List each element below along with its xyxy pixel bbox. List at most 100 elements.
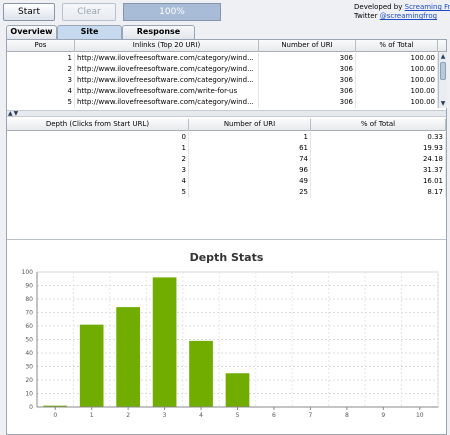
uri-cell: http://www.ilovefreesoftware.com/categor… <box>75 64 259 75</box>
depth-stats-chart: 0 10 20 30 40 50 60 70 80 90 100 0 1 2 3 4 5 6 7 8 9 10 <box>22 269 439 419</box>
count-cell: 25 <box>189 187 311 198</box>
count-cell: 306 <box>259 64 356 75</box>
column-header-number-of-uri[interactable]: Number of URI <box>189 119 311 131</box>
uri-cell: http://www.ilovefreesoftware.com/write-f… <box>75 86 259 97</box>
percent-cell: 100.00 <box>356 75 438 86</box>
scroll-up-arrow-icon[interactable]: ▲ <box>440 53 446 60</box>
count-cell: 1 <box>189 132 311 143</box>
pos-cell: 3 <box>7 75 75 86</box>
y-tick-label: 100 <box>22 269 34 276</box>
depth-table: Depth (Clicks from Start URL) Number of … <box>7 119 446 237</box>
bar <box>43 405 68 407</box>
tab-site-structure[interactable]: Site Structure <box>57 25 122 48</box>
y-tick-label: 80 <box>25 296 33 303</box>
column-header-percent-total[interactable]: % of Total <box>356 40 438 52</box>
x-tick-label: 2 <box>126 412 130 419</box>
y-tick-label: 60 <box>25 323 33 330</box>
count-cell: 306 <box>259 75 356 86</box>
y-tick-label: 20 <box>25 377 33 384</box>
inlinks-scrollbar[interactable]: ▲ ▼ <box>438 52 447 108</box>
count-cell: 49 <box>189 176 311 187</box>
table-row[interactable]: 5 http://www.ilovefreesoftware.com/categ… <box>7 97 446 108</box>
scroll-down-arrow-icon[interactable]: ▼ <box>440 100 446 107</box>
inlinks-table: Pos Inlinks (Top 20 URI) Number of URI %… <box>7 40 447 110</box>
developed-by-text: Developed by <box>354 3 403 11</box>
depth-cell: 2 <box>7 154 189 165</box>
y-tick-label: 10 <box>25 391 33 398</box>
percent-cell: 100.00 <box>356 64 438 75</box>
table-row[interactable]: 4 http://www.ilovefreesoftware.com/write… <box>7 86 446 97</box>
depth-cell: 3 <box>7 165 189 176</box>
toolbar: Start Clear 100% Developed by Screaming … <box>0 0 450 24</box>
site-structure-panel: Pos Inlinks (Top 20 URI) Number of URI %… <box>6 39 447 435</box>
x-tick-label: 9 <box>381 412 385 419</box>
depth-cell: 1 <box>7 143 189 154</box>
count-cell: 306 <box>259 86 356 97</box>
pos-cell: 4 <box>7 86 75 97</box>
table-row[interactable]: 2 74 24.18 <box>7 154 446 165</box>
percent-cell: 16.01 <box>311 176 446 187</box>
twitter-text: Twitter <box>354 12 378 20</box>
pos-cell: 2 <box>7 64 75 75</box>
count-cell: 74 <box>189 154 311 165</box>
x-tick-label: 5 <box>236 412 240 419</box>
column-header-depth[interactable]: Depth (Clicks from Start URL) <box>7 119 189 131</box>
pos-cell: 5 <box>7 97 75 108</box>
percent-cell: 24.18 <box>311 154 446 165</box>
chart-title: Depth Stats <box>189 251 264 264</box>
bar <box>116 307 140 407</box>
x-tick-label: 3 <box>163 412 167 419</box>
count-cell: 61 <box>189 143 311 154</box>
twitter-link[interactable]: @screamingfrog <box>379 12 438 20</box>
count-cell: 306 <box>259 97 356 108</box>
splitter[interactable]: ▲▼ <box>7 110 446 117</box>
percent-cell: 8.17 <box>311 187 446 198</box>
percent-cell: 100.00 <box>356 53 438 64</box>
x-tick-label: 10 <box>416 412 424 419</box>
percent-cell: 100.00 <box>356 86 438 97</box>
tab-bar: Overview Site Structure Response Times <box>3 25 447 48</box>
progress-bar: 100% <box>123 3 221 21</box>
table-row[interactable]: 3 http://www.ilovefreesoftware.com/categ… <box>7 75 446 86</box>
x-tick-label: 0 <box>53 412 57 419</box>
table-row[interactable]: 4 49 16.01 <box>7 176 446 187</box>
percent-cell: 31.37 <box>311 165 446 176</box>
x-tick-label: 6 <box>272 412 276 419</box>
bar <box>225 373 250 407</box>
column-header-pos[interactable]: Pos <box>7 40 75 52</box>
splitter-arrows-icon[interactable]: ▲▼ <box>8 110 20 117</box>
percent-cell: 0.33 <box>311 132 446 143</box>
percent-cell: 100.00 <box>356 97 438 108</box>
column-header-percent-total[interactable]: % of Total <box>311 119 446 131</box>
depth-cell: 4 <box>7 176 189 187</box>
table-row[interactable]: 5 25 8.17 <box>7 187 446 198</box>
uri-cell: http://www.ilovefreesoftware.com/categor… <box>75 53 259 64</box>
table-row[interactable]: 2 http://www.ilovefreesoftware.com/categ… <box>7 64 446 75</box>
column-header-number-of-uri[interactable]: Number of URI <box>259 40 356 52</box>
y-tick-label: 90 <box>25 283 33 290</box>
percent-cell: 19.93 <box>311 143 446 154</box>
divider <box>7 239 446 240</box>
table-row[interactable]: 1 http://www.ilovefreesoftware.com/categ… <box>7 53 446 64</box>
start-button[interactable]: Start <box>3 3 55 21</box>
column-header-inlinks[interactable]: Inlinks (Top 20 URI) <box>75 40 259 52</box>
uri-cell: http://www.ilovefreesoftware.com/categor… <box>75 75 259 86</box>
bar <box>189 340 213 407</box>
depth-table-header: Depth (Clicks from Start URL) Number of … <box>7 119 446 131</box>
bar <box>152 277 177 407</box>
x-tick-label: 8 <box>345 412 349 419</box>
developer-link[interactable]: Screaming Frog <box>404 3 450 11</box>
tab-overview[interactable]: Overview <box>6 25 57 39</box>
tab-response-times[interactable]: Response Times <box>122 25 195 48</box>
y-tick-label: 50 <box>25 337 33 344</box>
x-tick-label: 7 <box>308 412 312 419</box>
table-row[interactable]: 1 61 19.93 <box>7 143 446 154</box>
y-tick-label: 70 <box>25 310 33 317</box>
clear-button[interactable]: Clear <box>62 3 116 21</box>
table-row[interactable]: 3 96 31.37 <box>7 165 446 176</box>
bar <box>79 324 104 407</box>
scroll-thumb[interactable] <box>440 62 446 80</box>
x-tick-label: 1 <box>90 412 94 419</box>
table-row[interactable]: 0 1 0.33 <box>7 132 446 143</box>
uri-cell: http://www.ilovefreesoftware.com/categor… <box>75 97 259 108</box>
